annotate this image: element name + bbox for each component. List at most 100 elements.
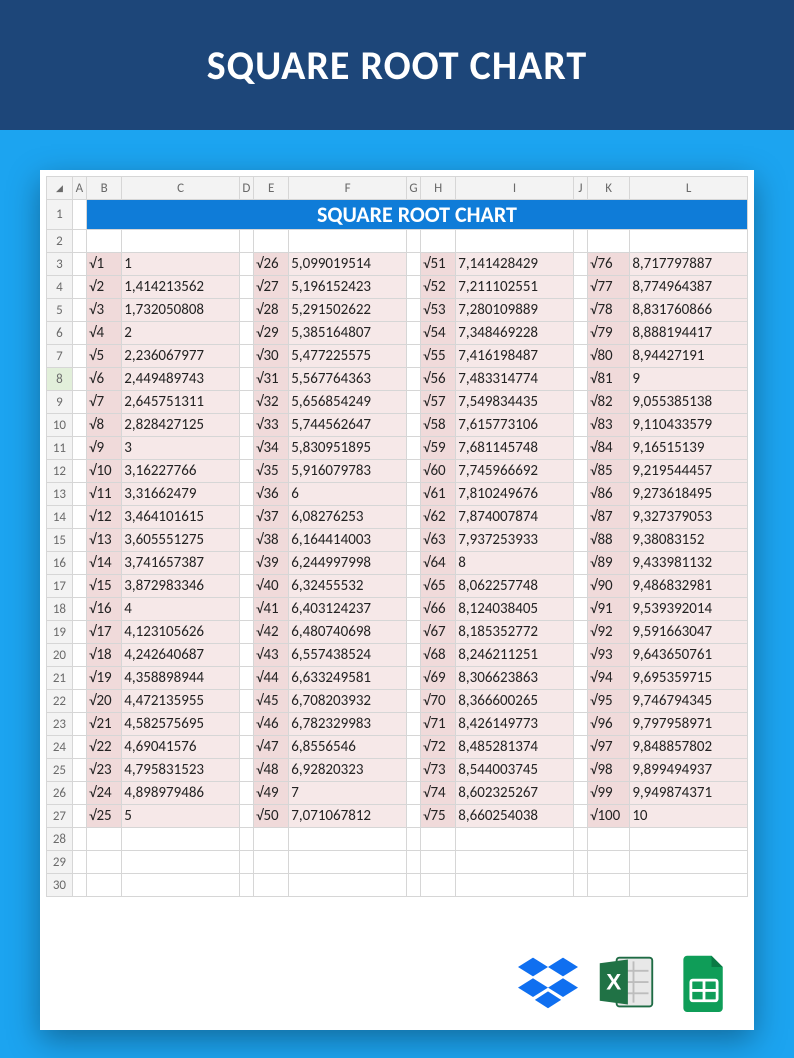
- cell[interactable]: [406, 345, 420, 368]
- row-header[interactable]: 25: [47, 759, 73, 782]
- row-header[interactable]: 17: [47, 575, 73, 598]
- cell[interactable]: √54: [420, 322, 455, 345]
- cell[interactable]: √26: [253, 253, 288, 276]
- cell[interactable]: 8,124038405: [456, 598, 574, 621]
- cell[interactable]: √46: [253, 713, 288, 736]
- cell[interactable]: √97: [587, 736, 629, 759]
- cell[interactable]: √99: [587, 782, 629, 805]
- cell[interactable]: [406, 414, 420, 437]
- cell[interactable]: √63: [420, 529, 455, 552]
- cell[interactable]: √77: [587, 276, 629, 299]
- cell[interactable]: [573, 506, 587, 529]
- cell[interactable]: [239, 736, 253, 759]
- cell[interactable]: [573, 667, 587, 690]
- cell[interactable]: [573, 828, 587, 851]
- cell[interactable]: [72, 200, 86, 230]
- cell[interactable]: [420, 828, 455, 851]
- cell[interactable]: [630, 851, 748, 874]
- cell[interactable]: [573, 322, 587, 345]
- cell[interactable]: √93: [587, 644, 629, 667]
- cell[interactable]: [72, 805, 86, 828]
- cell[interactable]: [72, 713, 86, 736]
- cell[interactable]: √27: [253, 276, 288, 299]
- cell[interactable]: [587, 230, 629, 253]
- cell[interactable]: √85: [587, 460, 629, 483]
- cell[interactable]: [72, 598, 86, 621]
- cell[interactable]: √31: [253, 368, 288, 391]
- cell[interactable]: [573, 391, 587, 414]
- cell[interactable]: [72, 575, 86, 598]
- col-header-I[interactable]: I: [456, 177, 574, 200]
- cell[interactable]: [239, 805, 253, 828]
- cell[interactable]: 8,544003745: [456, 759, 574, 782]
- cell[interactable]: 3,16227766: [122, 460, 240, 483]
- cell[interactable]: [406, 851, 420, 874]
- cell[interactable]: 1,414213562: [122, 276, 240, 299]
- cell[interactable]: 7,211102551: [456, 276, 574, 299]
- cell[interactable]: √4: [86, 322, 121, 345]
- cell[interactable]: 3,741657387: [122, 552, 240, 575]
- cell[interactable]: [406, 805, 420, 828]
- cell[interactable]: 8,717797887: [630, 253, 748, 276]
- cell[interactable]: √48: [253, 759, 288, 782]
- cell[interactable]: [86, 851, 121, 874]
- row-header[interactable]: 20: [47, 644, 73, 667]
- cell[interactable]: [289, 874, 407, 897]
- cell[interactable]: [86, 230, 121, 253]
- cell[interactable]: 2,645751311: [122, 391, 240, 414]
- cell[interactable]: √69: [420, 667, 455, 690]
- cell[interactable]: 9,746794345: [630, 690, 748, 713]
- cell[interactable]: [239, 552, 253, 575]
- row-header[interactable]: 26: [47, 782, 73, 805]
- cell[interactable]: 6: [289, 483, 407, 506]
- cell[interactable]: [72, 782, 86, 805]
- cell[interactable]: 6,403124237: [289, 598, 407, 621]
- col-header-B[interactable]: B: [86, 177, 121, 200]
- cell[interactable]: √7: [86, 391, 121, 414]
- cell[interactable]: 4: [122, 598, 240, 621]
- cell[interactable]: √87: [587, 506, 629, 529]
- cell[interactable]: 7,280109889: [456, 299, 574, 322]
- spreadsheet-grid[interactable]: ◢ABCDEFGHIJKL1SQUARE ROOT CHART23√11√265…: [46, 176, 748, 897]
- cell[interactable]: √1: [86, 253, 121, 276]
- cell[interactable]: √56: [420, 368, 455, 391]
- cell[interactable]: 7,483314774: [456, 368, 574, 391]
- cell[interactable]: [72, 299, 86, 322]
- cell[interactable]: 7,416198487: [456, 345, 574, 368]
- cell[interactable]: 9,643650761: [630, 644, 748, 667]
- cell[interactable]: [72, 667, 86, 690]
- cell[interactable]: 7,937253933: [456, 529, 574, 552]
- cell[interactable]: 6,480740698: [289, 621, 407, 644]
- row-header[interactable]: 29: [47, 851, 73, 874]
- cell[interactable]: [406, 782, 420, 805]
- cell[interactable]: √100: [587, 805, 629, 828]
- cell[interactable]: [406, 391, 420, 414]
- cell[interactable]: [239, 713, 253, 736]
- cell[interactable]: 9,110433579: [630, 414, 748, 437]
- cell[interactable]: [72, 552, 86, 575]
- row-header[interactable]: 12: [47, 460, 73, 483]
- row-header[interactable]: 15: [47, 529, 73, 552]
- cell[interactable]: [239, 690, 253, 713]
- cell[interactable]: [406, 460, 420, 483]
- cell[interactable]: 8,774964387: [630, 276, 748, 299]
- cell[interactable]: 5,830951895: [289, 437, 407, 460]
- col-header-E[interactable]: E: [253, 177, 288, 200]
- cell[interactable]: [239, 483, 253, 506]
- cell[interactable]: [239, 368, 253, 391]
- cell[interactable]: [122, 230, 240, 253]
- cell[interactable]: 7,615773106: [456, 414, 574, 437]
- cell[interactable]: 9,899494937: [630, 759, 748, 782]
- col-header-F[interactable]: F: [289, 177, 407, 200]
- cell[interactable]: √53: [420, 299, 455, 322]
- cell[interactable]: [406, 874, 420, 897]
- cell[interactable]: [420, 230, 455, 253]
- cell[interactable]: 9,695359715: [630, 667, 748, 690]
- cell[interactable]: √35: [253, 460, 288, 483]
- cell[interactable]: 7,745966692: [456, 460, 574, 483]
- cell[interactable]: √3: [86, 299, 121, 322]
- cell[interactable]: √16: [86, 598, 121, 621]
- cell[interactable]: 9: [630, 368, 748, 391]
- cell[interactable]: [573, 690, 587, 713]
- cell[interactable]: [72, 874, 86, 897]
